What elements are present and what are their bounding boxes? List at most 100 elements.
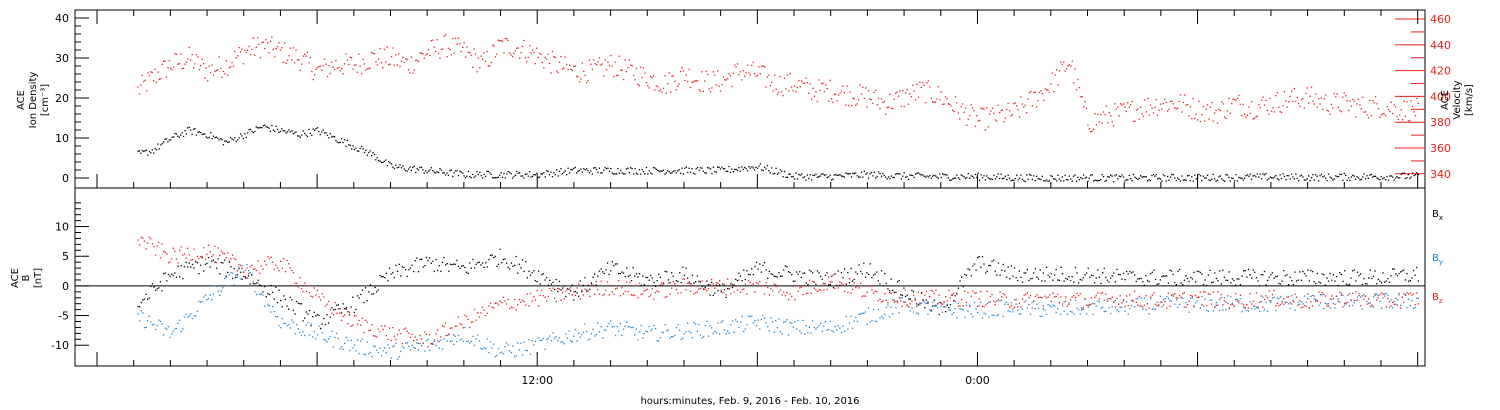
bz-point (525, 304, 527, 306)
by-point (435, 344, 437, 346)
density-point (755, 166, 757, 169)
bx-point (662, 283, 665, 285)
density-point (1347, 177, 1350, 179)
by-point (1318, 304, 1320, 306)
by-point (215, 285, 218, 288)
density-point (453, 172, 455, 174)
bz-point (994, 304, 996, 306)
density-point (1187, 175, 1189, 177)
velocity-point (1038, 91, 1041, 94)
velocity-point (890, 107, 892, 109)
bz-point (880, 301, 883, 303)
bx-point (975, 269, 977, 271)
velocity-point (1093, 128, 1095, 131)
by-point (744, 328, 746, 330)
by-point (581, 333, 583, 336)
velocity-point (314, 74, 316, 76)
velocity-point (615, 74, 618, 77)
velocity-point (1088, 127, 1090, 130)
bz-point (340, 319, 343, 321)
density-point (1298, 180, 1300, 182)
by-point (1254, 308, 1256, 310)
velocity-point (1363, 111, 1365, 113)
by-point (376, 349, 378, 351)
density-point (184, 130, 186, 132)
bx-point (206, 262, 208, 265)
bx-point (1360, 273, 1362, 275)
by-point (371, 355, 373, 358)
by-point (443, 337, 445, 340)
by-point (912, 311, 915, 313)
by-point (1002, 315, 1004, 318)
density-point (1078, 179, 1080, 181)
velocity-point (1246, 114, 1249, 116)
velocity-point (771, 81, 773, 83)
velocity-point (670, 91, 672, 93)
bx-point (874, 273, 876, 275)
by-point (1087, 306, 1089, 308)
velocity-point (573, 65, 575, 67)
velocity-point (718, 85, 720, 87)
velocity-point (1296, 96, 1298, 99)
density-point (1179, 180, 1182, 182)
bz-point (954, 300, 956, 303)
bz-point (839, 281, 841, 283)
by-point (347, 339, 349, 342)
bz-point (1220, 294, 1222, 296)
bx-point (1005, 276, 1008, 278)
bz-point (437, 329, 439, 331)
bx-point (1247, 268, 1250, 271)
bz-point (180, 246, 182, 248)
bx-point (304, 317, 306, 319)
bz-point (783, 291, 785, 293)
velocity-point (974, 125, 977, 127)
velocity-point (187, 58, 189, 60)
density-point (1044, 180, 1046, 182)
density-point (1077, 176, 1079, 178)
velocity-point (1255, 116, 1257, 118)
velocity-point (1169, 100, 1172, 103)
bz-point (361, 317, 363, 319)
velocity-point (1118, 115, 1120, 117)
density-point (539, 176, 541, 178)
density-point (279, 130, 282, 133)
bz-point (169, 261, 171, 263)
bz-point (1300, 307, 1302, 309)
velocity-point (598, 57, 601, 59)
bz-point (554, 297, 556, 299)
bx-point (1380, 282, 1383, 284)
bx-point (1297, 279, 1299, 281)
bz-point (550, 290, 553, 292)
bx-point (656, 280, 658, 282)
by-point (898, 312, 900, 314)
by-point (1398, 294, 1400, 296)
bx-point (885, 282, 887, 285)
density-point (1201, 179, 1203, 182)
density-point (826, 176, 828, 179)
bz-point (1015, 299, 1017, 301)
velocity-point (627, 67, 629, 69)
bx-point (525, 261, 527, 263)
bx-point (445, 264, 447, 266)
bx-point (1408, 280, 1410, 282)
by-point (142, 312, 144, 314)
density-point (782, 176, 784, 178)
bx-point (1335, 275, 1338, 278)
density-point (238, 137, 240, 139)
bz-point (627, 290, 629, 293)
bz-point (989, 295, 992, 298)
bz-point (371, 324, 373, 326)
velocity-point (712, 71, 714, 73)
velocity-point (1272, 107, 1274, 109)
by-point (483, 347, 485, 349)
velocity-point (695, 79, 697, 82)
bz-point (1337, 300, 1339, 302)
velocity-point (981, 107, 984, 110)
bz-point (377, 328, 379, 330)
velocity-point (536, 47, 538, 49)
velocity-point (476, 71, 478, 73)
velocity-point (195, 54, 198, 56)
velocity-point (1001, 109, 1004, 111)
velocity-point (140, 84, 142, 86)
velocity-point (497, 39, 499, 41)
